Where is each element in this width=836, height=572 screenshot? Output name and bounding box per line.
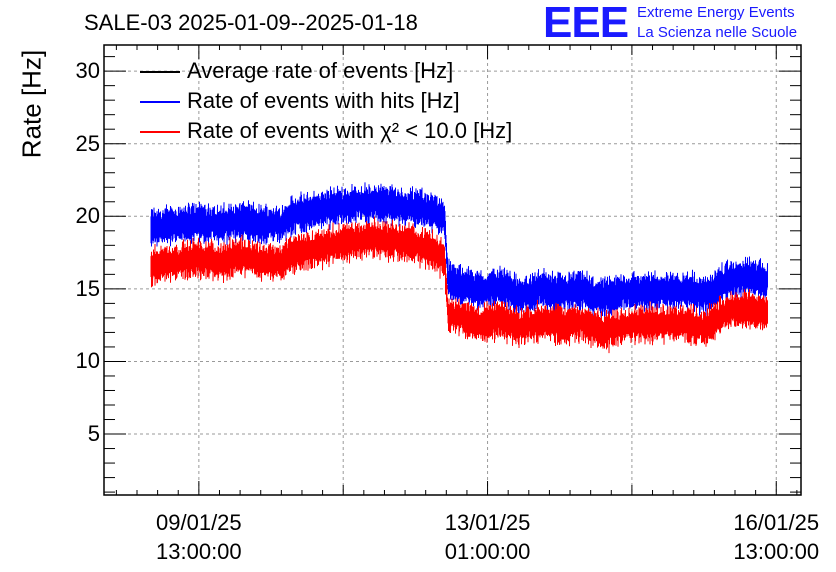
plot-frame — [103, 44, 802, 496]
x-tick-date: 16/01/25 — [733, 510, 820, 535]
series-layer — [150, 182, 768, 354]
x-tick-time: 13:00:00 — [156, 539, 242, 564]
logo-line-2: La Scienza nelle Scuole — [637, 24, 798, 41]
x-tick-time: 01:00:00 — [444, 539, 531, 564]
y-tick-label: 30 — [75, 58, 100, 84]
x-tick-date: 13/01/25 — [444, 510, 531, 535]
x-tick-date: 09/01/25 — [156, 510, 242, 535]
chart-title: SALE-03 2025-01-09--2025-01-18 — [84, 10, 418, 35]
y-tick-label: 10 — [75, 348, 100, 374]
x-tick-label: 13/01/25 01:00:00 — [408, 508, 568, 566]
x-tick-label: 16/01/25 13:00:00 — [696, 508, 836, 566]
x-tick-label: 09/01/25 13:00:00 — [119, 508, 279, 566]
x-tick-time: 13:00:00 — [733, 539, 820, 564]
legend-label-1: Rate of events with hits [Hz] — [187, 88, 460, 113]
series-line-1 — [150, 182, 768, 320]
y-tick-label: 20 — [75, 203, 100, 229]
y-tick-label: 25 — [75, 130, 100, 156]
legend-swatches — [140, 71, 180, 133]
series-line-2 — [150, 216, 768, 354]
logo-line-1: Extreme Energy Events — [637, 4, 795, 21]
eee-logo: EEE — [543, 0, 629, 47]
axis-ticks — [104, 45, 801, 495]
legend-label-2: Rate of events with χ² < 10.0 [Hz] — [187, 118, 513, 143]
y-tick-label: 5 — [87, 421, 100, 447]
legend-label-0: Average rate of events [Hz] — [187, 58, 454, 83]
y-tick-label: 15 — [75, 275, 100, 301]
